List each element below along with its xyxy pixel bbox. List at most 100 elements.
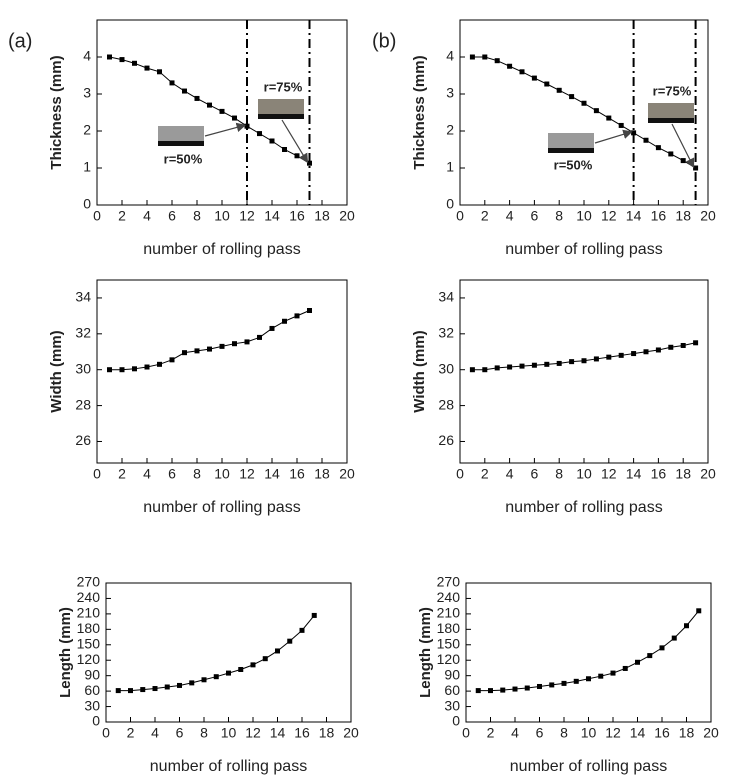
data-point	[524, 685, 530, 691]
y-tick-label: 30	[444, 697, 460, 713]
data-point	[169, 357, 175, 363]
y-tick-label: 32	[438, 325, 454, 341]
data-point	[519, 363, 525, 369]
annotation-arrow	[594, 129, 633, 144]
data-point	[269, 325, 275, 331]
data-point	[144, 364, 150, 370]
x-tick-label: 18	[675, 208, 691, 224]
y-tick-label: 34	[75, 289, 91, 305]
x-tick-label: 6	[168, 208, 176, 224]
data-point	[294, 313, 300, 319]
y-tick-label: 60	[444, 682, 460, 698]
y-tick-label: 0	[92, 713, 100, 729]
data-point	[569, 359, 575, 365]
data-point	[643, 349, 649, 355]
data-point	[257, 131, 262, 137]
data-point	[631, 351, 637, 357]
data-point	[593, 108, 599, 114]
data-point	[189, 680, 195, 686]
data-point	[696, 608, 702, 614]
data-point	[144, 65, 150, 71]
annotation: r=50%	[554, 157, 593, 172]
data-point	[299, 627, 305, 633]
y-axis-label: Thickness (mm)	[48, 55, 65, 169]
data-point	[544, 361, 550, 367]
data-point	[693, 340, 699, 346]
data-point	[182, 350, 187, 356]
x-tick-label: 18	[675, 466, 691, 482]
data-point	[232, 341, 237, 347]
x-tick-label: 6	[531, 208, 539, 224]
y-tick-label: 1	[446, 159, 454, 175]
data-point	[500, 687, 506, 693]
data-point	[593, 356, 599, 362]
data-point	[152, 686, 158, 692]
y-tick-label: 210	[77, 605, 101, 621]
y-tick-label: 180	[77, 620, 101, 636]
data-point	[693, 165, 699, 171]
data-point	[671, 635, 677, 641]
x-tick-label: 0	[456, 466, 464, 482]
data-point	[107, 367, 112, 373]
y-tick-label: 3	[83, 85, 91, 101]
y-tick-label: 60	[84, 682, 100, 698]
x-tick-label: 20	[700, 208, 716, 224]
x-tick-label: 0	[93, 466, 101, 482]
data-point	[201, 677, 207, 683]
panel-label: (a)	[8, 30, 32, 52]
data-point	[659, 645, 665, 651]
data-point	[537, 683, 542, 689]
x-tick-label: 2	[481, 466, 489, 482]
inset-image-base	[158, 141, 204, 146]
annotation: r=75%	[653, 83, 692, 98]
data-point	[610, 670, 616, 676]
data-point	[655, 145, 661, 151]
data-point	[262, 656, 268, 662]
y-tick-label: 180	[437, 620, 461, 636]
data-point	[561, 680, 567, 686]
data-point	[115, 688, 121, 694]
y-tick-label: 150	[437, 635, 461, 651]
data-point	[573, 678, 579, 684]
y-tick-label: 120	[437, 651, 461, 667]
data-point	[519, 69, 525, 75]
x-tick-label: 2	[118, 466, 126, 482]
x-tick-label: 2	[127, 725, 135, 741]
x-tick-label: 6	[531, 466, 539, 482]
data-point	[622, 665, 628, 671]
data-point	[556, 360, 562, 366]
data-point	[232, 115, 237, 121]
y-tick-label: 90	[444, 666, 460, 682]
data-point	[507, 63, 513, 69]
data-point	[282, 318, 287, 324]
y-axis-label: Width (mm)	[411, 330, 428, 412]
data-point	[680, 342, 686, 348]
x-axis-label: number of rolling pass	[143, 241, 300, 258]
data-point	[631, 130, 637, 136]
data-point	[307, 160, 312, 166]
x-axis-label: number of rolling pass	[150, 758, 307, 775]
data-point	[606, 354, 612, 360]
data-point	[680, 158, 686, 164]
x-tick-label: 10	[576, 208, 592, 224]
plot-frame	[465, 582, 712, 723]
data-point	[655, 347, 661, 353]
data-point	[132, 60, 137, 66]
x-tick-label: 0	[93, 208, 101, 224]
y-tick-label: 4	[83, 48, 91, 64]
data-point	[294, 153, 300, 159]
x-tick-label: 16	[651, 466, 667, 482]
x-tick-label: 14	[270, 725, 286, 741]
y-tick-label: 34	[438, 289, 454, 305]
x-axis-label: number of rolling pass	[505, 499, 662, 516]
data-point	[475, 688, 481, 694]
x-tick-label: 12	[245, 725, 261, 741]
data-line	[109, 310, 310, 371]
data-point	[618, 122, 624, 128]
data-point	[512, 686, 518, 692]
y-tick-label: 30	[75, 360, 91, 376]
y-tick-label: 32	[75, 325, 91, 341]
x-tick-label: 20	[700, 466, 716, 482]
data-point	[164, 684, 170, 690]
